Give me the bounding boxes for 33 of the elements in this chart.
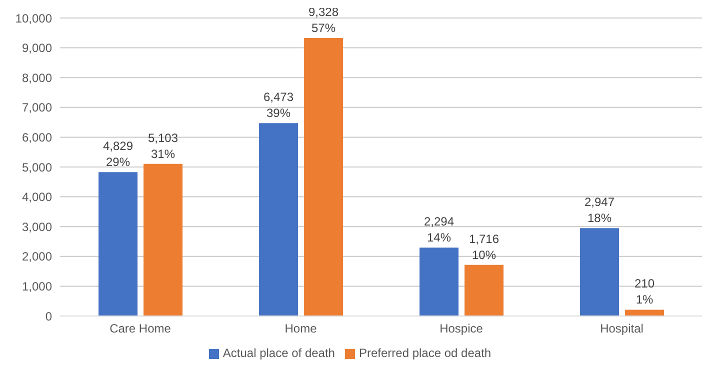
x-tick-label: Care Home: [110, 322, 172, 336]
data-label: 2,294 14%: [424, 214, 454, 245]
x-tick-label: Home: [284, 322, 318, 336]
data-label: 2,947 18%: [584, 195, 615, 226]
y-tick-label: 6,000: [22, 130, 52, 144]
data-label: 210 1%: [634, 276, 655, 307]
x-tick-label: Hospice: [440, 322, 484, 336]
bar: [144, 164, 183, 316]
bar: [580, 228, 620, 316]
bar: [259, 123, 298, 316]
data-label: 1,716 10%: [469, 232, 500, 262]
y-tick-label: 3,000: [22, 220, 52, 234]
bar: [98, 172, 138, 316]
y-tick-label: 10,000: [15, 11, 52, 26]
bar: [304, 38, 344, 316]
data-label: 9,328 57%: [308, 5, 339, 36]
bar: [464, 264, 504, 316]
legend-label: Actual place of death: [222, 346, 335, 360]
y-tick-label: 1,000: [22, 279, 52, 294]
y-tick-label: 5,000: [22, 160, 52, 174]
data-label: 4,829 29%: [103, 139, 134, 170]
y-tick-label: 0: [45, 309, 52, 324]
data-label: 5,103 31%: [148, 130, 178, 161]
x-tick-label: Hospital: [600, 322, 644, 336]
y-tick-label: 8,000: [22, 70, 52, 85]
y-tick-label: 2,000: [22, 250, 52, 264]
y-tick-label: 4,000: [22, 190, 52, 204]
y-tick-label: 9,000: [22, 41, 52, 56]
bar: [625, 310, 664, 316]
data-label: 6,473 39%: [264, 90, 294, 120]
bar: [420, 248, 459, 316]
legend-label: Preferred place od death: [358, 346, 492, 360]
y-tick-label: 7,000: [22, 100, 52, 115]
